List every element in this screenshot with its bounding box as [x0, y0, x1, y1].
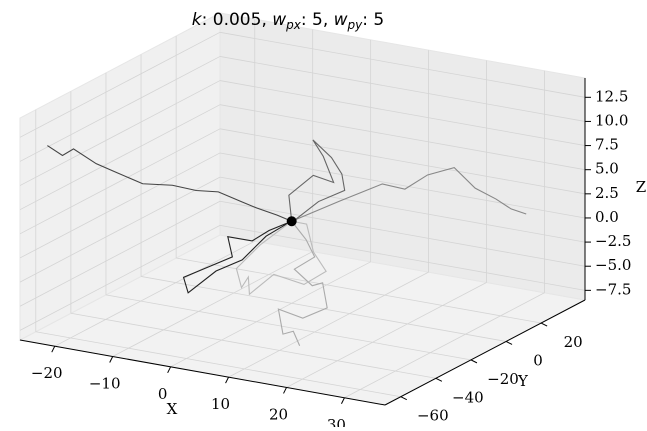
z-tick-label: 5.0 [595, 160, 619, 178]
grid-line [70, 312, 436, 379]
y-axis [384, 299, 586, 406]
grid-line [35, 331, 401, 398]
chart-title: k: 0.005, wpx: 5, wpy: 5 [192, 10, 384, 32]
x-tick [167, 366, 172, 374]
grid-line [219, 31, 586, 98]
walk-line [235, 220, 327, 296]
y-tick-label: −60 [417, 407, 449, 425]
y-tick-label: 0 [533, 351, 543, 369]
x-tick-label: −20 [31, 364, 63, 382]
y-tick [435, 377, 443, 382]
grid-line [19, 128, 221, 235]
x-axis [19, 339, 386, 406]
grid-line [19, 104, 221, 211]
grid-line [219, 152, 586, 219]
y-tick-label: −40 [452, 388, 484, 406]
left-pane [19, 12, 221, 341]
grid-line [19, 176, 221, 283]
z-tick-label: 2.5 [595, 184, 619, 202]
grid-line [112, 251, 313, 357]
grid-line [19, 200, 221, 307]
x-tick [225, 376, 230, 384]
grid-line [219, 176, 586, 243]
z-tick-label: −2.5 [595, 232, 631, 250]
x-tick-label: 30 [327, 416, 346, 427]
x-tick-label: 0 [158, 385, 168, 403]
x-tick [51, 345, 56, 353]
x-tick-label: 10 [211, 395, 230, 413]
walk-line [182, 220, 292, 294]
walk-line [277, 220, 328, 346]
grid-line [219, 200, 586, 267]
walk-line [291, 166, 527, 222]
grid-line [19, 80, 221, 186]
grid-line [19, 224, 221, 331]
grid-line [228, 271, 429, 378]
z-tick-label: 0.0 [595, 208, 619, 226]
walk-line [288, 139, 346, 224]
y-tick-label: −20 [487, 370, 519, 388]
z-tick-label: 10.0 [595, 111, 628, 129]
x-tick [109, 356, 114, 363]
z-tick-label: −7.5 [595, 280, 631, 298]
grid-line [286, 282, 487, 388]
panes [18, 12, 587, 406]
grid-line [19, 56, 221, 162]
grid-line [219, 128, 586, 195]
grid-line [19, 152, 221, 259]
x-tick-label: −10 [89, 375, 121, 393]
start-point [286, 216, 297, 227]
x-tick [340, 397, 345, 405]
grid-line [219, 104, 586, 171]
grid-line [170, 261, 371, 368]
grid-line [219, 56, 586, 122]
grid-line [344, 292, 545, 399]
y-tick [470, 359, 478, 364]
x-tick-label: 20 [269, 405, 288, 423]
y-tick [400, 396, 408, 401]
x-axis-label: X [167, 400, 178, 418]
y-tick [505, 341, 513, 345]
grid-line [19, 31, 221, 138]
walk-line [47, 145, 292, 222]
z-tick-label: 7.5 [595, 136, 619, 154]
grid-line [54, 240, 255, 347]
x-tick [283, 387, 287, 394]
grid-line [219, 224, 586, 291]
z-tick-label: −5.0 [595, 256, 631, 274]
grid-line [219, 80, 586, 146]
y-tick-label: 20 [564, 333, 583, 351]
z-tick-label: 12.5 [595, 87, 628, 105]
grid-line [105, 294, 472, 361]
y-tick [540, 322, 548, 327]
z-axis-label: Z [636, 178, 646, 196]
y-axis-label: Y [517, 372, 529, 390]
